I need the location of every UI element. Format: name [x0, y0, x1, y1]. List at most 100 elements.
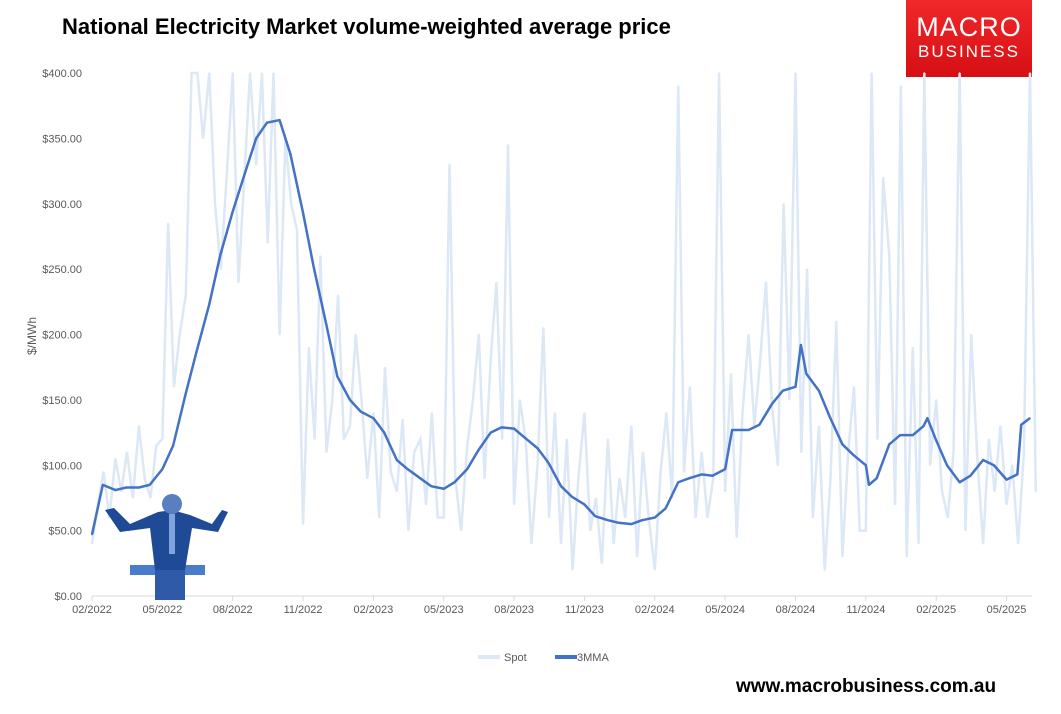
spot-point — [495, 281, 498, 284]
mma-point — [359, 410, 362, 413]
mma-point — [865, 464, 867, 467]
spot-point — [448, 163, 451, 166]
spot-point — [407, 529, 410, 532]
mma-point — [536, 447, 539, 450]
mma-point — [148, 484, 151, 486]
mma-point — [654, 516, 656, 519]
spot-point — [935, 399, 937, 401]
spot-point — [888, 255, 891, 257]
spot-point — [706, 516, 709, 519]
spot-point — [735, 536, 738, 538]
mma-point — [711, 474, 714, 477]
spot-point — [694, 516, 697, 519]
spot-point — [929, 464, 931, 467]
mma-point — [782, 389, 784, 392]
spot-point — [923, 72, 926, 74]
spot-point — [853, 386, 855, 388]
spot-point — [372, 412, 375, 414]
mma-point — [1020, 423, 1023, 426]
spot-point — [554, 412, 556, 414]
x-tick-label: 05/2022 — [142, 604, 182, 616]
logo-line1: MACRO — [916, 12, 1022, 42]
spot-point — [261, 72, 263, 74]
mma-point — [771, 402, 773, 405]
spot-point — [91, 542, 93, 545]
mma-point — [172, 444, 174, 447]
logo-line2: BUSINESS — [918, 42, 1020, 61]
spot-point — [665, 412, 668, 414]
spot-point — [143, 477, 146, 480]
mma-point — [731, 429, 733, 431]
spot-point — [601, 562, 603, 565]
spot-point — [964, 529, 967, 532]
spot-point — [337, 294, 339, 297]
spot-point — [642, 451, 644, 453]
y-tick-label: $250.00 — [42, 264, 82, 276]
spot-point — [946, 516, 949, 519]
spot-point — [132, 497, 134, 499]
y-tick-label: $400.00 — [42, 68, 82, 80]
mma-point — [372, 417, 375, 419]
mma-point — [419, 477, 422, 480]
spot-point — [102, 470, 105, 473]
spot-point — [800, 451, 803, 453]
mma-point — [946, 464, 948, 467]
y-tick-label: $350.00 — [42, 133, 82, 145]
spot-point — [384, 366, 386, 368]
spot-point — [442, 516, 445, 519]
spot-point — [777, 464, 779, 467]
x-tick-label: 11/2024 — [846, 604, 885, 616]
mma-line — [90, 118, 1031, 535]
spot-point — [794, 72, 797, 74]
spot-point — [196, 72, 199, 74]
spot-point — [255, 163, 257, 166]
y-axis-label: $/MWh — [25, 317, 39, 355]
spot-point — [677, 85, 680, 87]
x-tick-label: 02/2025 — [916, 604, 956, 616]
spot-point — [958, 72, 961, 74]
spot-point — [548, 516, 550, 519]
spot-point — [1005, 503, 1008, 506]
y-tick-label: $300.00 — [42, 199, 82, 211]
spot-point — [220, 268, 222, 270]
x-tick-label: 02/2023 — [354, 604, 394, 616]
mma-point — [926, 417, 929, 419]
spot-point — [167, 222, 169, 225]
spot-point — [624, 516, 627, 519]
macrobusiness-logo: MACRO BUSINESS — [906, 0, 1032, 77]
spot-point — [724, 490, 726, 493]
spot-point — [214, 202, 216, 205]
spot-point — [618, 477, 621, 480]
spot-point — [870, 72, 873, 74]
spot-point — [607, 438, 609, 440]
mma-point — [758, 423, 761, 426]
spot-point — [595, 497, 597, 499]
spot-point — [419, 438, 422, 440]
spot-point — [583, 412, 586, 414]
x-tick-label: 08/2023 — [494, 604, 534, 616]
spot-point — [788, 399, 791, 401]
spot-point — [882, 176, 885, 179]
mma-point — [161, 468, 164, 470]
spot-point — [343, 438, 345, 440]
mma-point — [922, 425, 925, 427]
mma-point — [396, 459, 398, 461]
spot-point — [366, 477, 369, 480]
spot-point — [565, 438, 568, 440]
mma-point — [700, 473, 703, 476]
mma-point — [1005, 478, 1008, 481]
spot-point — [560, 542, 562, 545]
spot-point — [483, 477, 486, 480]
mma-point — [630, 523, 633, 525]
spot-point — [865, 529, 867, 532]
spot-point — [149, 497, 152, 499]
mma-point — [500, 426, 503, 429]
mma-point — [852, 453, 854, 456]
x-tick-label: 11/2023 — [565, 604, 604, 616]
legend: Spot 3MMA — [478, 652, 609, 664]
spot-point — [237, 281, 240, 284]
mma-point — [453, 481, 456, 484]
mma-point — [868, 484, 870, 486]
legend-3mma: 3MMA — [577, 652, 609, 664]
spot-point — [823, 569, 826, 571]
